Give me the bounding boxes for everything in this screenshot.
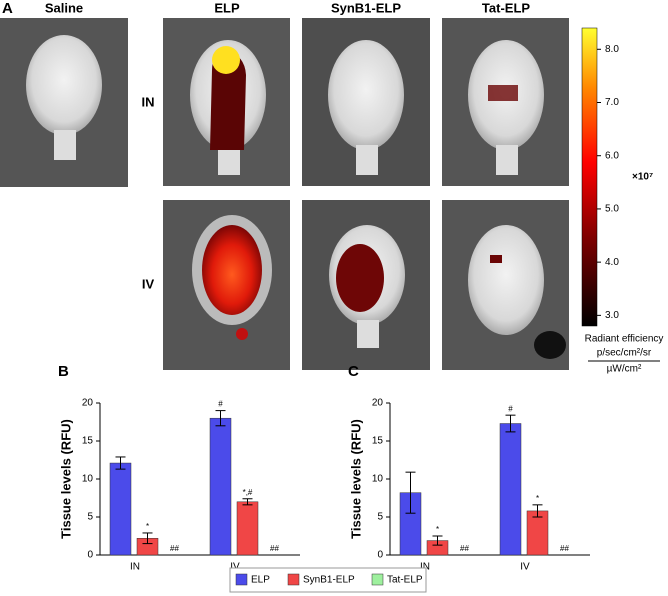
legend-swatch [235,573,248,586]
x-tick-label: IV [230,562,240,573]
bar [499,423,522,556]
x-tick-label: IV [520,562,530,573]
significance-mark: *,# [243,488,253,497]
y-axis-label: Tissue levels (RFU) [58,419,73,539]
bar [109,462,132,556]
column-label: ELP [214,0,240,15]
y-tick-label: 15 [82,436,94,447]
error-bar [405,471,416,514]
error-bar [242,498,253,506]
colorbar-title: Radiant efficiency [585,334,664,345]
colorbar-tick-label: 5.0 [605,204,619,215]
bar [236,501,259,556]
panel-label: C [348,363,359,380]
error-bar [532,504,543,518]
legend-swatch [287,573,300,586]
bar [526,510,549,556]
error-bar [115,456,126,470]
y-tick-label: 20 [372,398,384,409]
colorbar-tick-label: 6.0 [605,150,619,161]
significance-mark: ## [170,544,179,553]
legend-swatch [371,573,384,586]
significance-mark: # [218,400,223,409]
significance-mark: # [508,404,513,413]
legend-label: Tat-ELP [387,575,423,586]
legend-box [229,567,427,593]
row-label: IV [142,276,155,291]
y-tick-label: 5 [87,512,93,523]
significance-mark: * [146,522,149,531]
legend-label: SynB1-ELP [303,575,355,586]
colorbar-unit-den: µW/cm² [607,364,642,375]
y-axis-label: Tissue levels (RFU) [348,419,363,539]
y-tick-label: 15 [372,436,384,447]
panel-label: B [58,363,69,380]
y-tick-label: 20 [82,398,94,409]
error-bar [505,414,516,433]
significance-mark: ## [560,544,569,553]
column-label: Saline [45,0,83,15]
colorbar-multiplier: ×10⁷ [632,172,653,183]
error-bar [142,532,153,545]
x-tick-label: IN [420,562,430,573]
column-label: Tat-ELP [482,0,530,15]
y-tick-label: 10 [82,474,94,485]
significance-mark: ## [460,544,469,553]
row-label: IN [142,94,155,109]
legend-label: ELP [251,575,270,586]
bar [209,417,232,556]
significance-mark: * [436,525,439,534]
significance-mark: * [536,494,539,503]
y-tick-label: 0 [377,550,383,561]
colorbar-tick-label: 4.0 [605,257,619,268]
image-panel [0,18,598,370]
y-tick-label: 0 [87,550,93,561]
colorbar-unit-num: p/sec/cm²/sr [597,348,652,359]
column-label: SynB1-ELP [331,0,401,15]
colorbar-tick-label: 7.0 [605,97,619,108]
y-tick-label: 5 [377,512,383,523]
x-tick-label: IN [130,562,140,573]
significance-mark: ## [270,544,279,553]
panel-label: A [2,0,13,17]
error-bar [215,410,226,427]
y-tick-label: 10 [372,474,384,485]
colorbar-tick-label: 8.0 [605,44,619,55]
error-bar [432,535,443,546]
colorbar-tick-label: 3.0 [605,310,619,321]
